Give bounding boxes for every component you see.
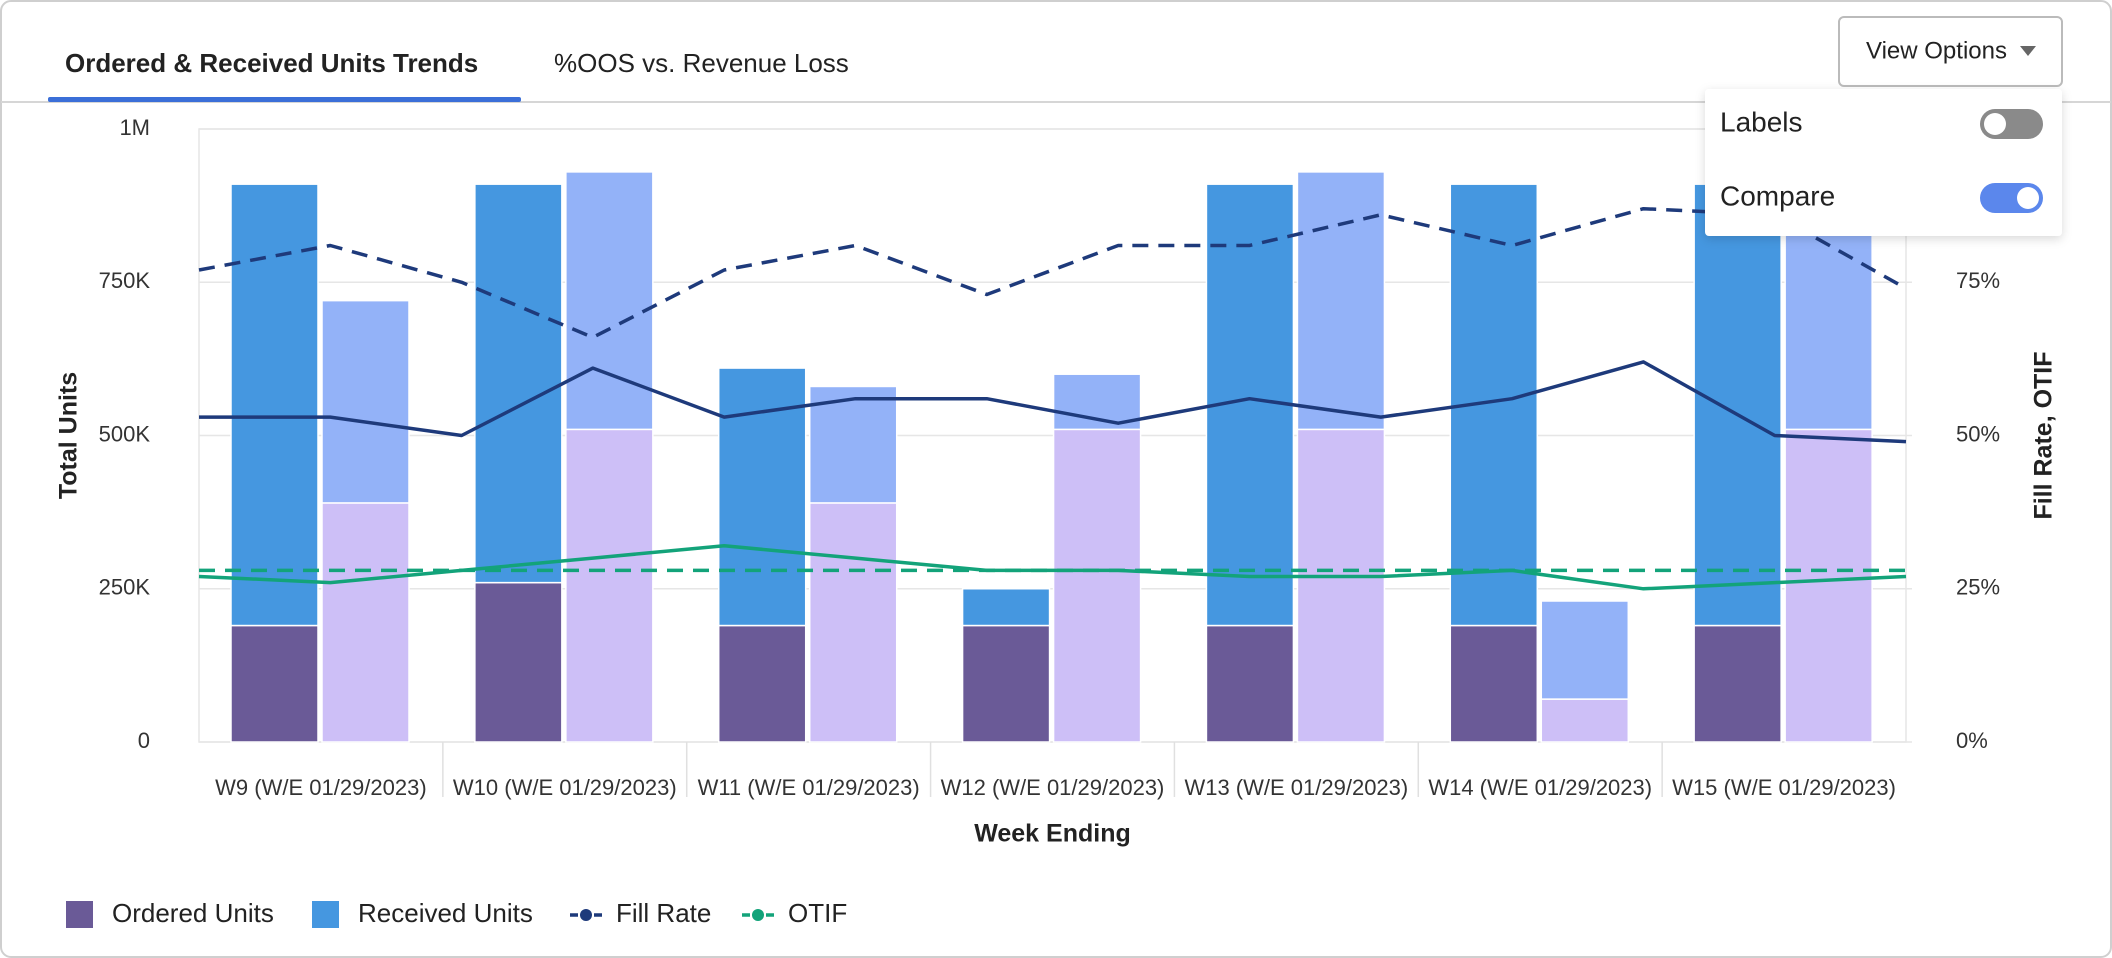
tab-underline xyxy=(48,97,521,102)
legend-dot xyxy=(580,909,592,921)
menu-item-label: Labels xyxy=(1720,106,1803,137)
y2-tick-label: 50% xyxy=(1956,421,2000,446)
legend-label: Received Units xyxy=(358,898,533,928)
bar-segment xyxy=(808,385,898,504)
legend-label: OTIF xyxy=(788,898,847,928)
bar-segment xyxy=(474,581,563,743)
tab-active[interactable]: Ordered & Received Units Trends xyxy=(65,48,478,78)
bar-segment xyxy=(717,624,807,743)
toggle-knob xyxy=(2017,187,2039,209)
view-options-button[interactable]: View Options xyxy=(1838,16,2063,87)
bar-segment xyxy=(808,502,898,743)
y-tick-label: 250K xyxy=(99,575,151,600)
legend-swatch xyxy=(66,901,93,928)
bar-segment xyxy=(961,624,1051,743)
bar-segment xyxy=(474,183,563,584)
legend-label: Ordered Units xyxy=(112,898,274,928)
bar-segment xyxy=(230,183,319,627)
y2-tick-label: 25% xyxy=(1956,575,2000,600)
y-axis-title: Total Units xyxy=(55,372,83,499)
y-tick-label: 750K xyxy=(99,268,151,293)
bar-segment xyxy=(961,588,1051,627)
x-tick-label: W15 (W/E 01/29/2023) xyxy=(1672,775,1896,800)
bar-segment xyxy=(1052,428,1142,743)
button-frame xyxy=(1838,16,2063,87)
menu-panel xyxy=(1705,89,2062,236)
legend-dot xyxy=(752,909,764,921)
x-tick-label: W11 (W/E 01/29/2023) xyxy=(698,775,920,800)
x-tick-label: W9 (W/E 01/29/2023) xyxy=(215,775,427,800)
bar-segment xyxy=(565,428,654,743)
x-tick-label: W14 (W/E 01/29/2023) xyxy=(1428,775,1652,800)
legend-swatch xyxy=(312,901,339,928)
y-tick-label: 0 xyxy=(138,728,150,753)
x-tick-label: W13 (W/E 01/29/2023) xyxy=(1184,775,1408,800)
bar-segment xyxy=(1296,428,1386,743)
bar-segment xyxy=(565,171,654,431)
y2-tick-label: 75% xyxy=(1956,268,2000,293)
bar-segment xyxy=(1205,624,1295,743)
y2-axis-title: Fill Rate, OTIF xyxy=(2030,351,2058,519)
tab[interactable]: %OOS vs. Revenue Loss xyxy=(554,48,849,78)
bar-segment xyxy=(321,502,410,743)
menu-item-label: Compare xyxy=(1720,180,1835,211)
line xyxy=(199,360,1907,444)
bar-segment xyxy=(321,299,410,504)
bar-segment xyxy=(1784,428,1873,743)
line xyxy=(198,544,1907,591)
bar-segment xyxy=(1540,698,1630,743)
toggle-knob xyxy=(1984,113,2006,135)
legend-label: Fill Rate xyxy=(616,898,711,928)
caret xyxy=(2020,46,2036,56)
bar-segment xyxy=(1540,600,1630,700)
compare-line xyxy=(198,206,1907,340)
x-tick-label: W10 (W/E 01/29/2023) xyxy=(453,775,677,800)
bar-segment xyxy=(230,624,319,743)
bar-segment xyxy=(1693,183,1782,627)
y-tick-label: 500K xyxy=(99,421,151,446)
x-tick-label: W12 (W/E 01/29/2023) xyxy=(941,775,1165,800)
bar-segment xyxy=(1693,624,1782,743)
bar-segment xyxy=(1296,171,1386,431)
bar-segment xyxy=(1449,624,1539,743)
y2-tick-label: 0% xyxy=(1956,728,1988,753)
x-axis-title: Week Ending xyxy=(974,820,1131,848)
button-label: View Options xyxy=(1866,37,2007,64)
plot: 0 250K 500K 750K 1M 0% 25% 50% 75% W9 (W/E 01/29/… xyxy=(55,115,2058,928)
toggle-switch[interactable] xyxy=(1980,183,2043,213)
y-tick-label: 1M xyxy=(119,115,150,140)
view-options-menu: Labels Compare xyxy=(1705,89,2062,236)
toggle-switch[interactable] xyxy=(1980,109,2043,139)
